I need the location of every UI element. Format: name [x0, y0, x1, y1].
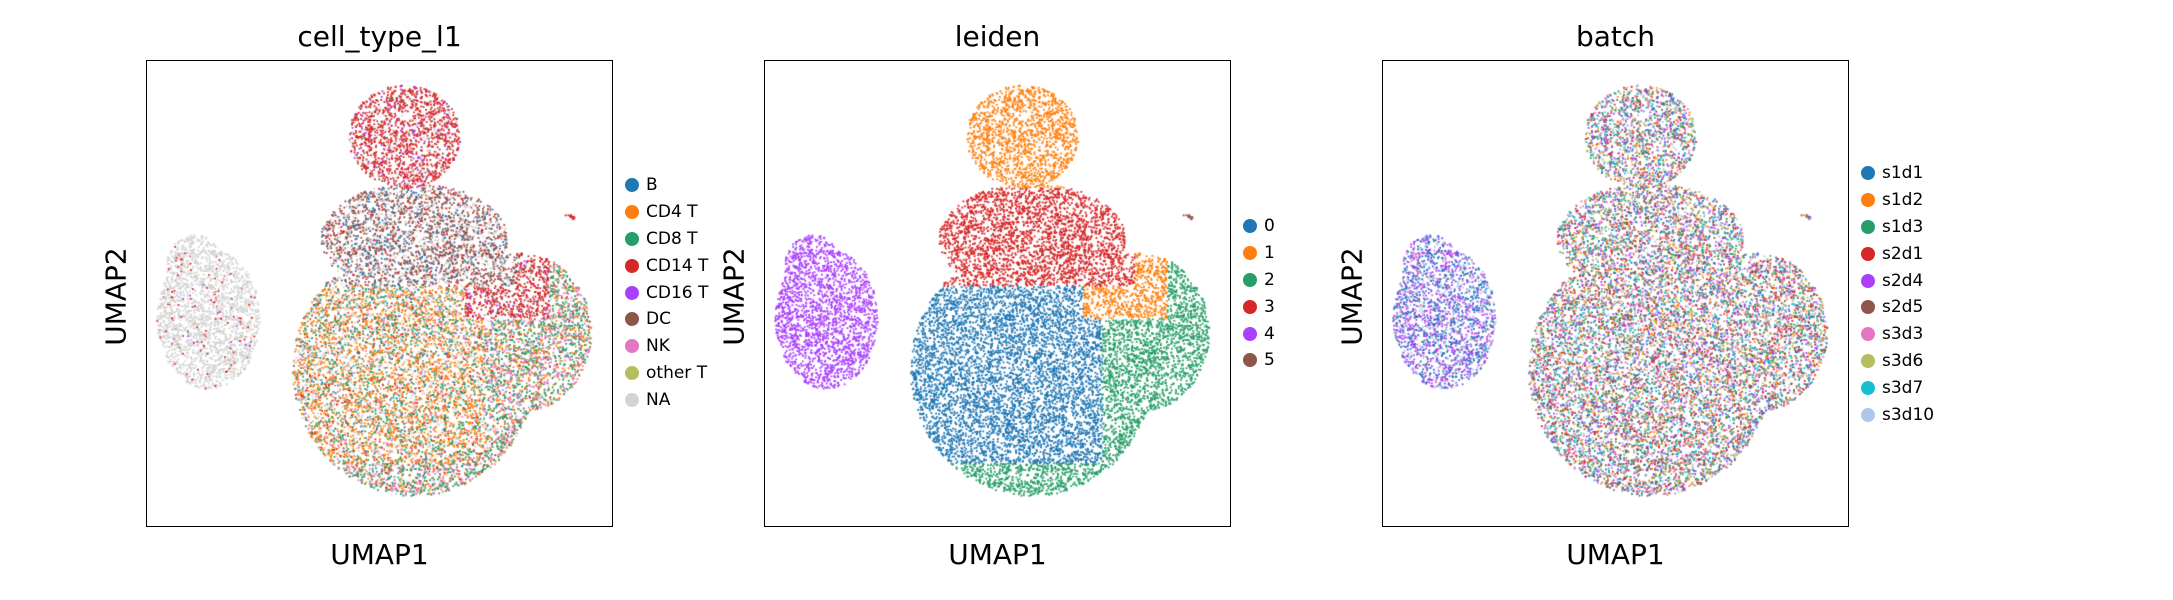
legend-marker: [625, 312, 639, 327]
legend-item: s2d4: [1861, 267, 1934, 294]
legend-marker: [1243, 326, 1257, 341]
legend-label: 4: [1264, 323, 1275, 344]
scatter-points-canvas: [765, 61, 1230, 526]
legend-label: other T: [646, 362, 708, 383]
legend-label: DC: [646, 309, 671, 330]
legend: s1d1 s1d2 s1d3 s2d1 s2d4 s2d5 s3d3 s3d6 s3d7 s3d1…: [1861, 160, 1934, 428]
legend-item: 2: [1243, 267, 1275, 294]
legend-item: s3d3: [1861, 321, 1934, 348]
legend-item: CD16 T: [625, 279, 708, 306]
legend-label: s1d1: [1882, 163, 1924, 184]
legend-item: s3d7: [1861, 374, 1934, 401]
legend-label: s2d4: [1882, 270, 1924, 291]
legend-marker: [625, 178, 639, 193]
legend-marker: [1243, 299, 1257, 314]
legend-marker: [625, 285, 639, 300]
legend-marker: [1861, 219, 1875, 234]
legend-item: other T: [625, 360, 708, 387]
legend-item: 0: [1243, 213, 1275, 240]
legend-marker: [625, 392, 639, 407]
legend-label: s2d5: [1882, 297, 1924, 318]
legend-item: CD4 T: [625, 199, 708, 226]
legend-item: s1d1: [1861, 160, 1934, 187]
legend-marker: [625, 365, 639, 380]
x-axis-label: UMAP1: [330, 538, 429, 571]
legend-label: s2d1: [1882, 243, 1924, 264]
legend-item: NA: [625, 386, 708, 413]
legend-marker: [1861, 300, 1875, 315]
legend-item: 3: [1243, 293, 1275, 320]
legend-marker: [1861, 246, 1875, 261]
legend-item: s1d2: [1861, 187, 1934, 214]
x-axis-label: UMAP1: [1566, 538, 1665, 571]
legend-marker: [1861, 353, 1875, 368]
scatter-points-canvas: [147, 61, 612, 526]
legend-label: s1d2: [1882, 190, 1924, 211]
legend-label: 1: [1264, 243, 1275, 264]
legend-item: NK: [625, 333, 708, 360]
x-axis-label: UMAP1: [948, 538, 1047, 571]
legend-item: CD8 T: [625, 226, 708, 253]
legend-label: 2: [1264, 269, 1275, 290]
legend-marker: [1243, 246, 1257, 261]
legend-marker: [1861, 273, 1875, 288]
legend-label: s3d7: [1882, 377, 1924, 398]
legend-label: s3d3: [1882, 324, 1924, 345]
legend: 0 1 2 3 4 5: [1243, 213, 1275, 374]
chart-title: batch: [1575, 20, 1656, 53]
scatter-plot-area: [764, 60, 1231, 527]
legend-label: s3d10: [1882, 404, 1935, 425]
legend-item: CD14 T: [625, 252, 708, 279]
legend-item: 4: [1243, 320, 1275, 347]
legend: B CD4 T CD8 T CD14 T CD16 T DC NK other T NA: [625, 172, 708, 413]
legend-label: NK: [646, 336, 670, 357]
legend-marker: [1861, 193, 1875, 208]
y-axis-label: UMAP2: [99, 247, 133, 346]
y-axis-label: UMAP2: [717, 247, 751, 346]
legend-item: s1d3: [1861, 214, 1934, 241]
legend-label: CD8 T: [646, 228, 698, 249]
legend-marker: [1243, 353, 1257, 368]
legend-marker: [625, 205, 639, 220]
legend-marker: [1243, 219, 1257, 234]
legend-label: 0: [1264, 216, 1275, 237]
legend-label: NA: [646, 389, 671, 410]
legend-label: 3: [1264, 296, 1275, 317]
legend-item: s3d6: [1861, 348, 1934, 375]
legend-item: s2d1: [1861, 240, 1934, 267]
legend-item: 1: [1243, 240, 1275, 267]
chart-title: cell_type_l1: [297, 20, 462, 53]
legend-label: CD16 T: [646, 282, 709, 303]
legend-marker: [1243, 272, 1257, 287]
legend-marker: [625, 231, 639, 246]
legend-marker: [625, 258, 639, 273]
legend-marker: [1861, 407, 1875, 422]
scatter-plot-area: [146, 60, 613, 527]
legend-marker: [1861, 327, 1875, 342]
legend-marker: [1861, 380, 1875, 395]
legend-label: s3d6: [1882, 350, 1924, 371]
legend-item: s3d10: [1861, 401, 1934, 428]
legend-marker: [625, 339, 639, 354]
legend-label: B: [646, 175, 658, 196]
legend-item: B: [625, 172, 708, 199]
legend-label: CD4 T: [646, 202, 698, 223]
legend-item: s2d5: [1861, 294, 1934, 321]
legend-label: 5: [1264, 350, 1275, 371]
scatter-plot-area: [1382, 60, 1849, 527]
legend-label: CD14 T: [646, 255, 709, 276]
legend-item: DC: [625, 306, 708, 333]
y-axis-label: UMAP2: [1335, 247, 1369, 346]
legend-marker: [1861, 166, 1875, 181]
chart-title: leiden: [954, 20, 1041, 53]
legend-item: 5: [1243, 347, 1275, 374]
scatter-points-canvas: [1383, 61, 1848, 526]
legend-label: s1d3: [1882, 216, 1924, 237]
